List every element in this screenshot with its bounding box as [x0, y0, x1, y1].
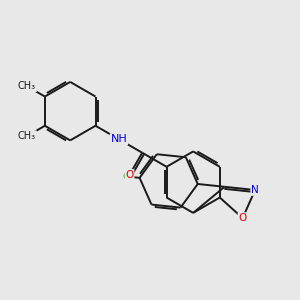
Text: N: N	[251, 185, 259, 195]
Text: O: O	[125, 170, 134, 180]
Text: Cl: Cl	[122, 172, 133, 182]
Text: O: O	[238, 213, 247, 223]
Text: NH: NH	[110, 134, 127, 144]
Text: CH₃: CH₃	[18, 81, 36, 91]
Text: CH₃: CH₃	[18, 131, 36, 141]
